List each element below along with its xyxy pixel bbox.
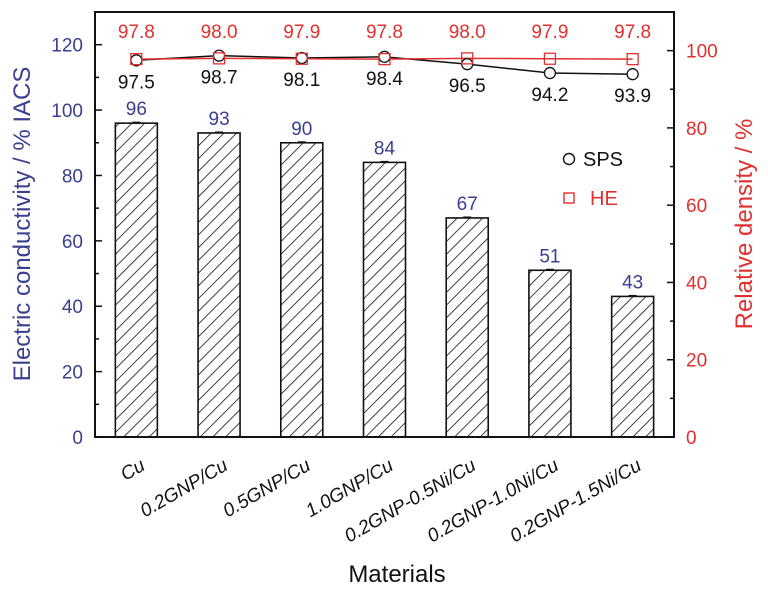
sps-marker [378,50,391,63]
bars-group [114,121,655,438]
y-axis-label-left: Electric conductivity / % IACS [9,67,36,382]
sps-value-label: 93.9 [614,86,651,107]
he-marker [543,52,557,65]
x-tick-label: 0.5GNP/Cu [220,455,315,522]
sps-marker [212,49,226,62]
sps-value-label: 96.5 [449,76,486,97]
x-tick-label: 0.2GNP/Cu [137,455,232,522]
legend: SPS HE [562,149,623,210]
bar [445,217,490,438]
y-tick-label-right: 40 [686,273,707,294]
bar [114,122,159,438]
y-tick-label-left: 100 [51,101,83,122]
bar-value-label: 96 [126,99,147,120]
legend-sps-marker [562,152,576,166]
sps-marker [295,51,308,65]
he-value-label: 97.9 [283,22,320,43]
he-marker [212,52,226,65]
bar-value-label: 51 [539,246,560,267]
legend-sps-label: SPS [583,149,623,171]
y-tick-label-left: 80 [62,166,83,187]
he-value-label: 97.8 [614,22,651,43]
y-tick-label-left: 40 [62,297,83,318]
labels-group: 96 93 90 84 67 51 43 97.5 98.7 98.1 98.4 96.5 94.2 93… [118,22,651,293]
sps-value-label: 98.4 [366,69,403,90]
he-value-label: 97.9 [531,22,568,43]
bar-value-label: 43 [622,272,643,293]
bar-value-label: 93 [209,109,230,130]
he-value-label: 98.0 [201,22,238,43]
x-axis-label: Materials [348,561,445,588]
sps-value-label: 94.2 [531,85,568,106]
y-tick-label-left: 0 [72,428,83,449]
bar [528,269,572,438]
y-tick-label-right: 60 [686,196,707,217]
plot-frame [94,11,675,438]
he-marker [295,52,308,65]
he-marker [626,52,639,66]
bar [362,161,407,438]
y-tick-label-right: 20 [686,351,707,372]
he-marker [461,52,474,65]
he-value-label: 97.8 [118,22,155,43]
he-marker [378,52,391,66]
y-tick-label-left: 20 [62,363,83,384]
bar [197,132,241,438]
he-value-label: 98.0 [449,22,486,43]
sps-marker [626,68,639,81]
y-tick-label-right: 80 [686,119,707,140]
he-value-label: 97.8 [366,22,403,43]
bar-value-label: 84 [374,138,396,159]
bar [279,141,324,438]
sps-value-label: 98.7 [201,68,238,89]
he-marker [130,52,143,66]
bar [610,295,655,438]
bar-value-label: 90 [291,119,312,140]
sps-value-label: 98.1 [283,70,320,91]
legend-he-marker [563,192,575,204]
sps-marker [543,66,557,80]
y-tick-label-right: 100 [686,42,718,63]
legend-he-label: HE [590,188,618,210]
y-axis-label-right: Relative density / % [731,119,758,330]
y-tick-label-left: 120 [51,36,83,57]
bar-value-label: 67 [457,194,478,215]
lines-group [130,49,639,81]
x-tick-label: Cu [117,455,149,486]
y-tick-label-left: 60 [62,232,83,253]
y-tick-label-right: 0 [686,428,697,449]
sps-value-label: 97.5 [118,72,155,93]
